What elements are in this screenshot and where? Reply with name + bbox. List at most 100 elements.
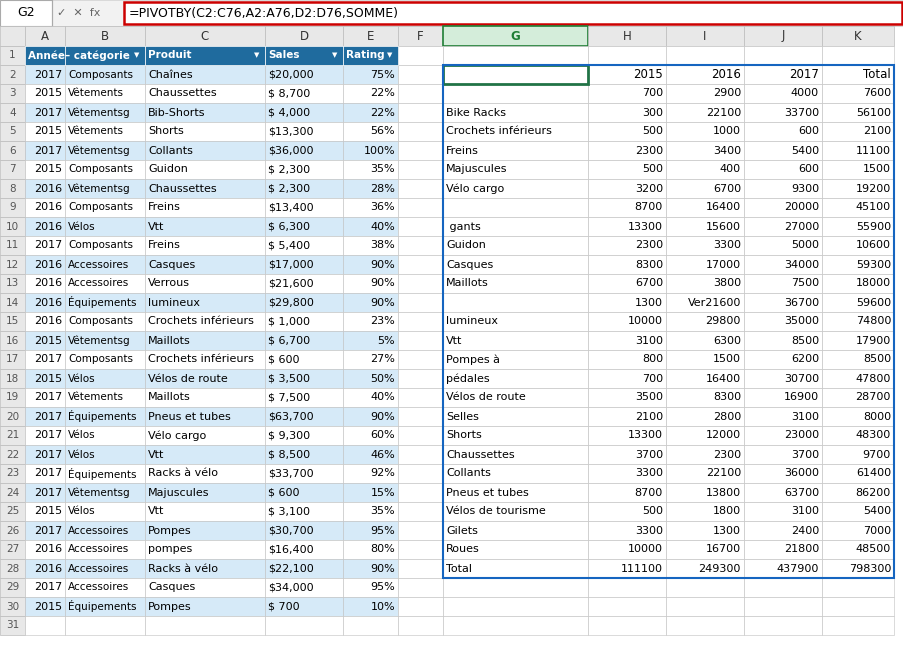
Text: $63,700: $63,700 (267, 412, 313, 422)
Text: 9: 9 (9, 203, 15, 213)
Text: F: F (416, 29, 424, 43)
Bar (265, 331, 342, 350)
Bar (25, 26, 65, 46)
Bar (342, 217, 397, 236)
Bar (342, 521, 397, 540)
Bar (0, 331, 25, 350)
Text: 3100: 3100 (790, 412, 818, 422)
Text: 800: 800 (641, 354, 662, 364)
Bar (442, 464, 587, 483)
Text: A: A (41, 29, 49, 43)
Text: 38%: 38% (370, 241, 395, 251)
Bar (743, 65, 821, 84)
Bar (442, 559, 587, 578)
Bar (265, 312, 342, 331)
Bar (743, 122, 821, 141)
Text: Équipements: Équipements (68, 297, 136, 309)
Bar (666, 312, 743, 331)
Text: 2016: 2016 (711, 68, 740, 81)
Bar (342, 483, 397, 502)
Bar (397, 103, 442, 122)
Bar (65, 103, 144, 122)
Bar (442, 521, 587, 540)
Bar (397, 350, 442, 369)
Bar (743, 616, 821, 635)
Bar (65, 160, 144, 179)
Bar (25, 388, 65, 407)
Bar (265, 236, 342, 255)
Text: 2015: 2015 (33, 336, 62, 346)
Bar (342, 160, 397, 179)
Text: C: C (200, 29, 209, 43)
Bar (821, 198, 893, 217)
Bar (743, 331, 821, 350)
Bar (0, 388, 25, 407)
Bar (265, 445, 342, 464)
Text: 47800: 47800 (854, 374, 890, 384)
Bar (397, 122, 442, 141)
Bar (442, 274, 587, 293)
Bar (65, 464, 144, 483)
Bar (666, 445, 743, 464)
Bar (0, 236, 25, 255)
Text: G2: G2 (17, 7, 35, 19)
Bar (144, 179, 265, 198)
Text: 8300: 8300 (712, 392, 740, 402)
Bar (65, 65, 144, 84)
Text: 1000: 1000 (712, 126, 740, 136)
Bar (442, 350, 587, 369)
Text: Vtt: Vtt (148, 221, 164, 231)
Bar (587, 464, 666, 483)
Text: 400: 400 (719, 164, 740, 174)
Text: 60%: 60% (370, 430, 395, 440)
Bar (442, 483, 587, 502)
Bar (397, 179, 442, 198)
Text: 30700: 30700 (783, 374, 818, 384)
Text: 111100: 111100 (620, 563, 662, 573)
Text: 22%: 22% (369, 88, 395, 98)
Bar (442, 217, 587, 236)
Bar (144, 502, 265, 521)
Text: 27000: 27000 (783, 221, 818, 231)
Bar (442, 388, 587, 407)
Bar (666, 331, 743, 350)
Bar (821, 597, 893, 616)
Bar (821, 255, 893, 274)
Text: Guidon: Guidon (148, 164, 188, 174)
Text: 2015: 2015 (33, 507, 62, 517)
Bar (65, 388, 144, 407)
Bar (0, 521, 25, 540)
Text: 2016: 2016 (33, 184, 62, 194)
Bar (743, 350, 821, 369)
Bar (25, 597, 65, 616)
Text: Accessoires: Accessoires (68, 525, 129, 535)
Bar (0, 597, 25, 616)
Bar (743, 141, 821, 160)
Bar (65, 540, 144, 559)
Bar (265, 103, 342, 122)
Bar (25, 369, 65, 388)
Text: Année– catégorie: Année– catégorie (28, 51, 130, 61)
Bar (25, 502, 65, 521)
Text: 56100: 56100 (855, 108, 890, 118)
Text: 2015: 2015 (33, 88, 62, 98)
Text: 34000: 34000 (783, 259, 818, 269)
Text: 63700: 63700 (783, 487, 818, 497)
Text: 59300: 59300 (855, 259, 890, 269)
Text: 90%: 90% (370, 412, 395, 422)
Bar (666, 198, 743, 217)
Bar (587, 217, 666, 236)
Text: 90%: 90% (370, 297, 395, 307)
Bar (821, 445, 893, 464)
Bar (821, 445, 893, 464)
Text: 6200: 6200 (790, 354, 818, 364)
Text: 22: 22 (5, 450, 19, 460)
Text: $ 600: $ 600 (267, 487, 299, 497)
Text: $ 700: $ 700 (267, 602, 299, 612)
Text: Roues: Roues (445, 545, 479, 555)
Bar (397, 407, 442, 426)
Bar (0, 198, 25, 217)
Bar (144, 84, 265, 103)
Bar (0, 141, 25, 160)
Bar (0, 160, 25, 179)
